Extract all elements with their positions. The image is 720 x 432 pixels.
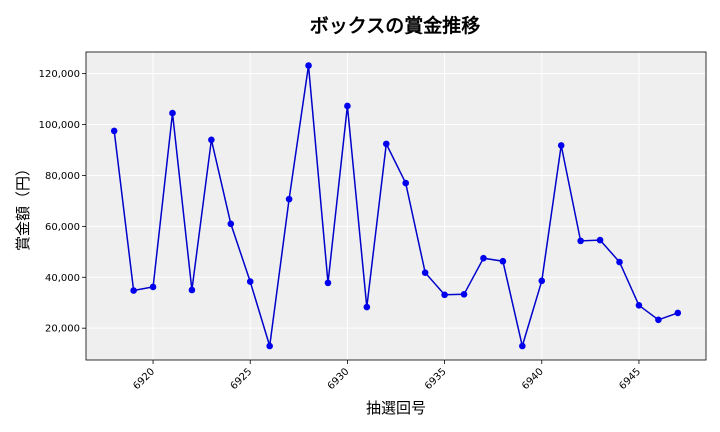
data-point [499,257,507,265]
data-point [616,258,623,266]
y-axis-label: 賞金額（円） [14,161,32,251]
y-axis: 20,000 40,000 60,000 80,000 100,000 120,000 [39,69,86,335]
x-axis: 6920 6925 6930 6935 6940 6945 [131,360,643,392]
data-point [266,342,273,350]
data-point [655,316,662,324]
data-point [324,279,332,287]
y-tick-label: 40,000 [45,273,80,284]
plot-frame [85,51,707,361]
data-point [596,236,604,244]
data-point [577,237,584,245]
x-tick-label: 6925 [229,366,255,392]
y-tick-label: 20,000 [45,324,80,335]
data-point [519,342,526,350]
grid-lines [86,52,706,360]
data-point [382,140,390,148]
y-tick-label: 120,000 [39,69,80,80]
y-tick-label: 80,000 [45,171,80,182]
x-tick-label: 6945 [617,366,643,392]
x-tick-label: 6940 [520,366,546,392]
data-point [674,309,682,317]
x-tick-label: 6920 [131,366,157,392]
data-point [441,291,448,299]
y-tick-label: 100,000 [39,120,80,131]
data-point [188,286,196,294]
x-tick-label: 6935 [423,366,449,392]
data-point [363,303,371,311]
y-tick-label: 60,000 [45,222,80,233]
data-point [421,269,429,276]
data-point [130,287,137,294]
data-point [635,301,643,309]
plot-area [86,52,706,360]
data-point [460,291,468,298]
data-point [149,283,157,291]
data-points [110,62,682,350]
x-tick-label: 6930 [326,366,352,392]
data-point [402,179,410,187]
data-point [538,277,546,285]
chart-title: ボックスの賞金推移 [310,14,480,37]
data-point [557,142,565,149]
data-point [285,195,293,203]
x-axis-label: 抽選回号 [366,399,426,417]
data-point [344,102,351,110]
data-point [227,220,235,228]
data-point [480,254,487,262]
data-point [208,136,215,144]
data-point [110,127,118,135]
data-point [305,62,312,69]
data-point [246,278,254,285]
data-point [169,109,176,117]
